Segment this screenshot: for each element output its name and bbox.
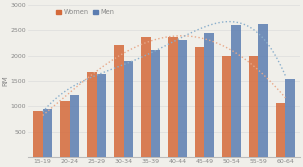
- Bar: [178, 40, 187, 157]
- Bar: [70, 95, 79, 157]
- Bar: [114, 45, 124, 157]
- Bar: [249, 56, 258, 157]
- Bar: [205, 33, 214, 157]
- Bar: [195, 47, 205, 157]
- Bar: [258, 24, 268, 157]
- Bar: [97, 74, 106, 157]
- Bar: [43, 109, 52, 157]
- Bar: [141, 37, 151, 157]
- Y-axis label: RM: RM: [3, 76, 9, 86]
- Bar: [60, 101, 70, 157]
- Legend: Women, Men: Women, Men: [53, 7, 118, 18]
- Bar: [87, 72, 97, 157]
- Bar: [222, 56, 231, 157]
- Bar: [124, 61, 133, 157]
- Bar: [231, 25, 241, 157]
- Bar: [285, 79, 295, 157]
- Bar: [151, 50, 160, 157]
- Bar: [33, 111, 43, 157]
- Bar: [168, 37, 178, 157]
- Bar: [276, 103, 285, 157]
